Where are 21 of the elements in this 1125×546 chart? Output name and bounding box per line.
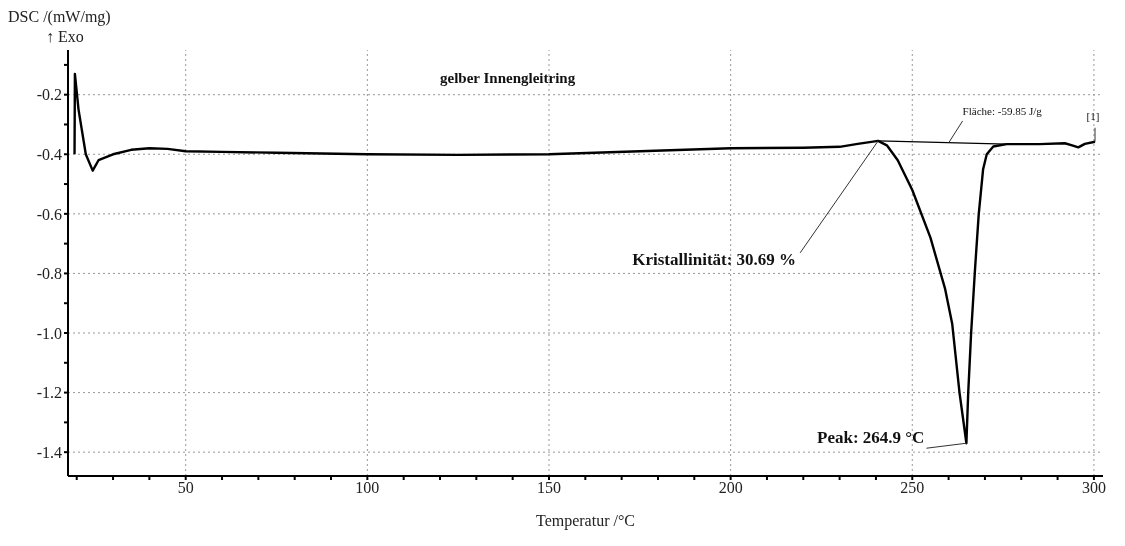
y-tick-label: -1.2 — [36, 384, 62, 402]
y-tick-label: -1.0 — [36, 324, 62, 342]
annotation: Fläche: -59.85 J/g — [962, 104, 1043, 117]
text: gelber Innengleitring — [440, 70, 576, 87]
y-tick-label: -1.4 — [36, 443, 62, 461]
annotation: Peak: 264.9 °C — [817, 428, 925, 448]
y-tick-label: -0.4 — [36, 145, 62, 163]
x-tick-label: 50 — [177, 479, 194, 497]
x-tick-label: 300 — [1081, 479, 1106, 497]
x-axis-title: Temperatur /°C — [535, 512, 636, 530]
y-tick-label: -0.8 — [36, 265, 62, 283]
annotation: [1] — [1086, 109, 1100, 122]
y-tick-label: -0.2 — [36, 86, 62, 104]
x-tick-label: 150 — [536, 479, 561, 497]
x-tick-label: 200 — [718, 479, 743, 497]
text: ↑ Exo — [46, 28, 84, 46]
annotation: Kristallinität: 30.69 % — [632, 249, 797, 269]
y-tick-label: -0.6 — [36, 205, 62, 223]
y-axis-title: DSC /(mW/mg) — [8, 8, 111, 26]
x-tick-label: 250 — [900, 479, 925, 497]
x-tick-label: 100 — [355, 479, 380, 497]
